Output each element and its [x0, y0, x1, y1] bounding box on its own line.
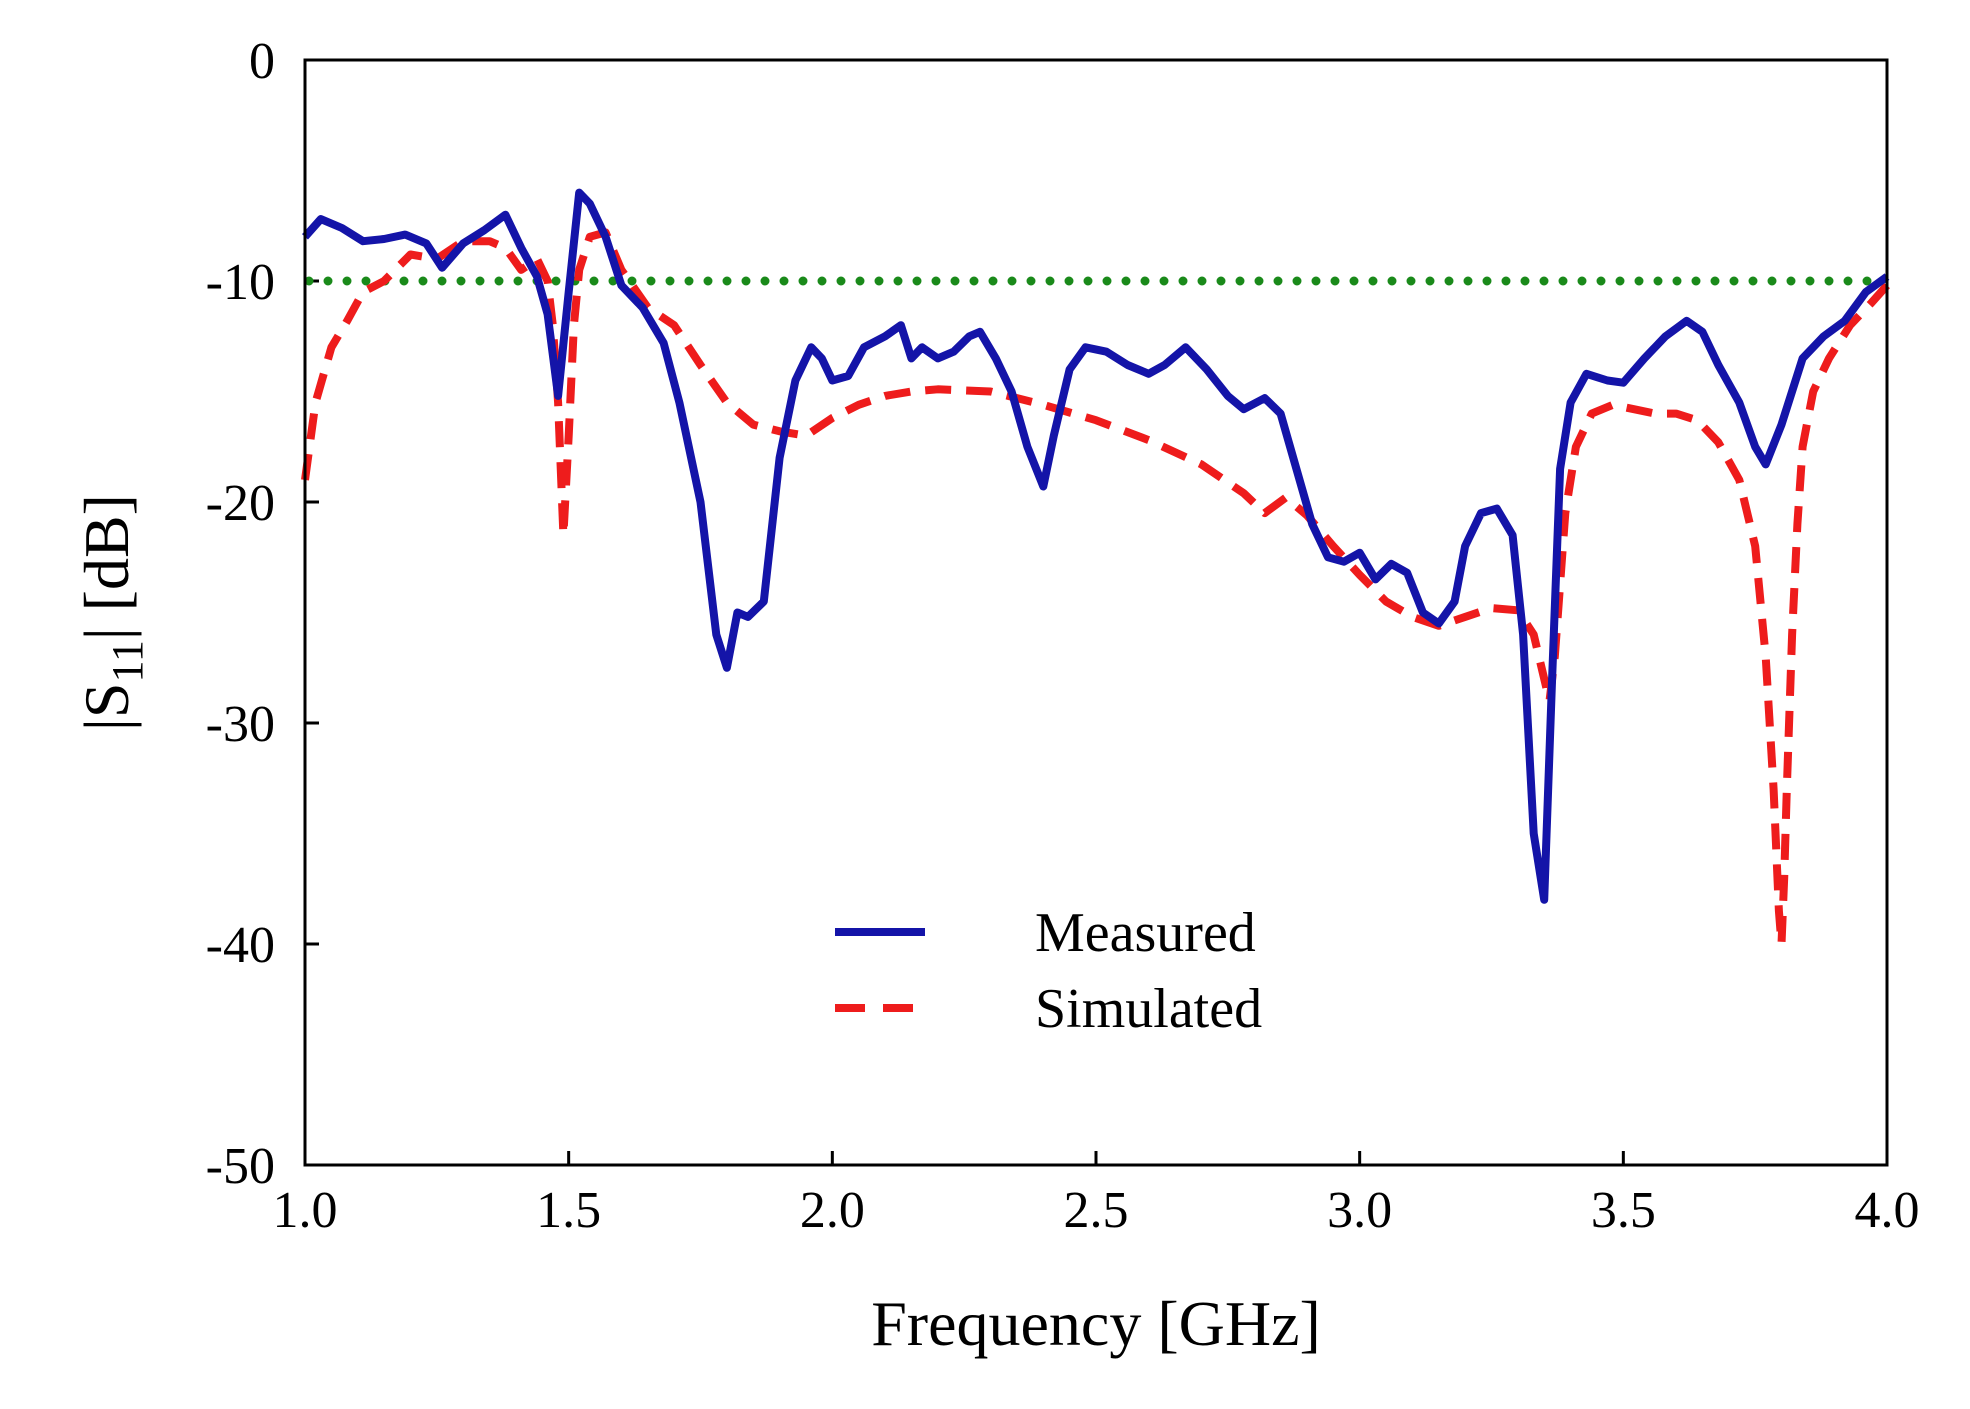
y-axis-title: |S11| [dB] — [71, 494, 152, 731]
series-line-simulated — [301, 228, 1890, 948]
y-tick-label: 0 — [249, 33, 275, 90]
y-axis-title-suffix: | [dB] — [71, 494, 142, 640]
tick-labels: 1.0 1.5 2.0 2.5 3.0 3.5 4.0 0 -10 -20 -30 -40 -50 — [206, 33, 1920, 1239]
plot-lines — [301, 188, 1890, 948]
y-tick-label: -40 — [206, 917, 275, 974]
legend-label-simulated: Simulated — [1035, 978, 1262, 1040]
y-axis-title-subscript: 11 — [103, 640, 152, 682]
y-tick-label: -10 — [206, 254, 275, 311]
x-tick-label: 1.5 — [536, 1182, 601, 1239]
x-tick-label: 1.0 — [273, 1182, 338, 1239]
x-axis-title: Frequency [GHz] — [871, 1288, 1321, 1359]
x-tick-label: 2.5 — [1064, 1182, 1129, 1239]
y-tick-label: -20 — [206, 475, 275, 532]
series-line-measured — [302, 188, 1890, 904]
plot-frame — [303, 58, 1889, 1167]
y-axis-title-prefix: |S — [71, 683, 142, 731]
x-tick-label: 3.5 — [1591, 1182, 1656, 1239]
x-tick-label: 2.0 — [800, 1182, 865, 1239]
y-tick-label: -30 — [206, 696, 275, 753]
x-tick-label: 4.0 — [1855, 1182, 1920, 1239]
legend-label-measured: Measured — [1035, 902, 1256, 964]
legend: Measured Simulated — [835, 902, 1262, 1040]
x-tick-label: 3.0 — [1327, 1182, 1392, 1239]
y-tick-label: -50 — [206, 1138, 275, 1195]
